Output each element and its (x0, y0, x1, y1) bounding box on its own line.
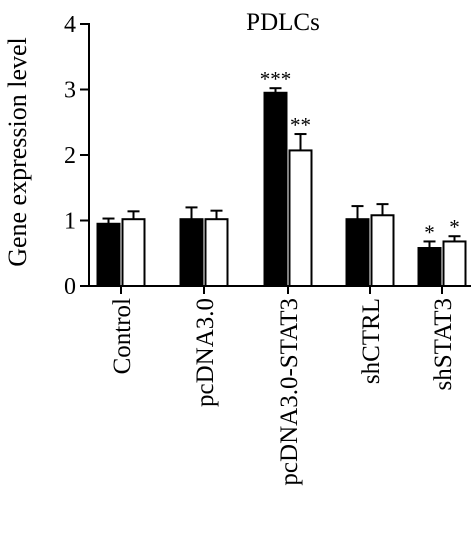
bar (121, 218, 146, 287)
significance-label: * (449, 215, 460, 239)
x-tick-label: shCTRL (358, 298, 385, 384)
bar (442, 240, 467, 288)
x-tick-label: pcDNA3.0 (192, 298, 219, 407)
significance-label: *** (260, 67, 292, 91)
y-tick-label: 0 (64, 274, 76, 300)
bar (179, 218, 204, 287)
y-tick-label: 3 (64, 78, 76, 104)
x-tick-label: shSTAT3 (430, 298, 457, 390)
chart-title: PDLCs (246, 9, 320, 36)
y-axis-label: Gene expression level (3, 37, 32, 267)
bar (345, 218, 370, 287)
significance-label: * (424, 220, 435, 244)
x-tick-label: Control (109, 298, 136, 374)
y-tick-label: 2 (64, 143, 76, 169)
y-tick-label: 4 (64, 12, 76, 38)
significance-label: ** (290, 113, 311, 137)
bar (96, 222, 121, 287)
bar (370, 214, 395, 287)
bar (288, 149, 313, 287)
bar (263, 91, 288, 288)
x-tick-label: pcDNA3.0-STAT3 (276, 298, 303, 486)
y-tick-label: 1 (64, 209, 76, 235)
bar (204, 218, 229, 287)
bar (417, 247, 442, 287)
